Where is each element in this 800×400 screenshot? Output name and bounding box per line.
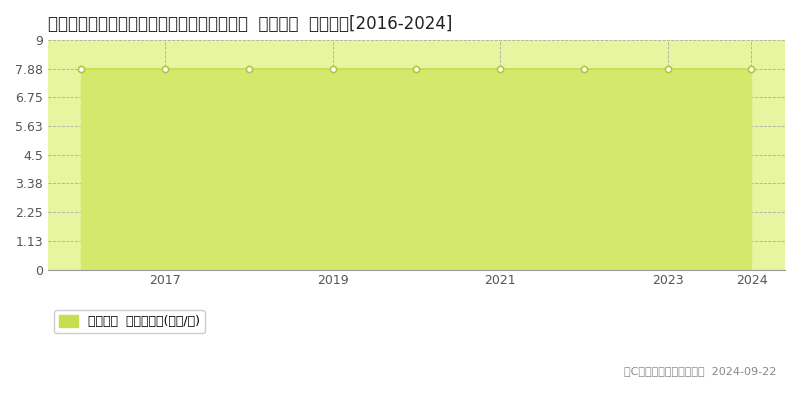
Legend: 公示地価  平均坪単価(万円/坪): 公示地価 平均坪単価(万円/坪) bbox=[54, 310, 205, 333]
Text: （C）土地価格ドットコム  2024-09-22: （C）土地価格ドットコム 2024-09-22 bbox=[624, 366, 776, 376]
Text: 滋賀県愛知郡愛荘町安孫子字八木代８５０番  公示地価  地価推移[2016-2024]: 滋賀県愛知郡愛荘町安孫子字八木代８５０番 公示地価 地価推移[2016-2024… bbox=[48, 15, 452, 33]
